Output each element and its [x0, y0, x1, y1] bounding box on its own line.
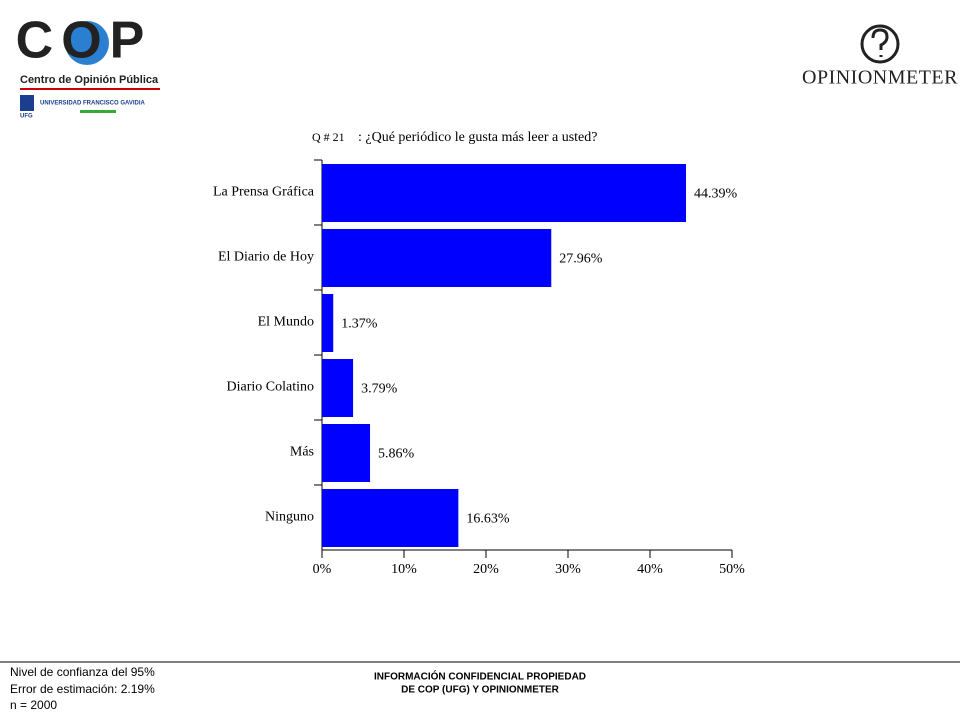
university: UNIVERSIDAD FRANCISCO GAVIDIA: [40, 101, 146, 107]
y-tick-label: El Mundo: [258, 315, 314, 330]
x-tick-label: 40%: [637, 562, 663, 577]
y-tick-label: El Diario de Hoy: [218, 250, 314, 265]
bar: [322, 164, 686, 222]
logo-globe: [65, 21, 109, 65]
value-label: 3.79%: [361, 382, 398, 397]
ufg-shield: [20, 95, 34, 111]
bar: [322, 424, 371, 482]
value-label: 16.63%: [466, 512, 510, 527]
value-label: 5.86%: [378, 447, 415, 462]
y-tick-label: La Prensa Gráfica: [213, 185, 315, 200]
x-tick-label: 20%: [473, 562, 499, 577]
notice: INFORMACIÓN CONFIDENCIAL PROPIEDAD: [374, 670, 586, 683]
opinion-icon: [860, 24, 900, 64]
chart-title: : ¿Qué periódico le gusta más leer a ust…: [358, 130, 597, 145]
confidence: Nivel de confianza del 95%: [10, 665, 155, 679]
logo-rule: [20, 88, 160, 90]
bar: [322, 489, 459, 547]
x-tick-label: 30%: [555, 562, 581, 577]
ufg-bar: [80, 110, 116, 113]
error: Error de estimación: 2.19%: [10, 682, 155, 696]
y-tick-label: Diario Colatino: [227, 380, 315, 395]
value-label: 44.39%: [694, 187, 738, 202]
bar: [322, 229, 552, 287]
university-short: UFG: [20, 114, 33, 120]
logo-cop: COP: [16, 12, 153, 70]
value-label: 1.37%: [341, 317, 378, 332]
bar: [322, 359, 354, 417]
bar: [322, 294, 334, 352]
x-tick-label: 50%: [719, 562, 745, 577]
value-label: 27.96%: [559, 252, 603, 267]
logo-opinionmeter: OPINIONMETER: [802, 67, 958, 89]
question-number: Q # 21: [312, 130, 345, 144]
y-tick-label: Ninguno: [265, 510, 314, 525]
x-tick-label: 10%: [391, 562, 417, 577]
notice: DE COP (UFG) Y OPINIONMETER: [401, 685, 560, 696]
x-tick-label: 0%: [313, 562, 332, 577]
opinion-icon-mark: [871, 28, 889, 57]
y-tick-label: Más: [290, 445, 314, 460]
sample-size: n = 2000: [10, 698, 57, 712]
logo-caption: Centro de Opinión Pública: [20, 74, 159, 86]
